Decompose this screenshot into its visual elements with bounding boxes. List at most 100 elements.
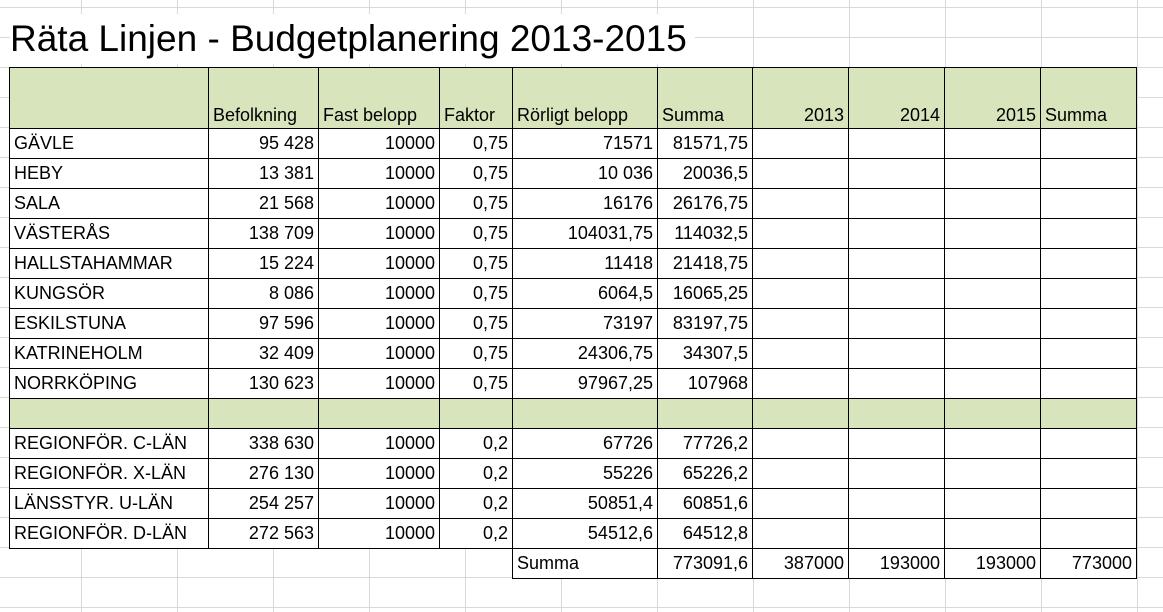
data-cell[interactable]: 10000 <box>318 488 440 519</box>
empty-cell[interactable] <box>752 398 849 429</box>
summary-label[interactable]: Summa <box>512 548 658 579</box>
data-cell[interactable]: 77726,2 <box>657 428 753 459</box>
summary-2015[interactable]: 193000 <box>944 548 1041 579</box>
data-cell[interactable]: 55226 <box>512 458 658 489</box>
data-cell[interactable] <box>752 368 849 399</box>
data-cell[interactable]: 10000 <box>318 128 440 159</box>
data-cell[interactable]: 276 130 <box>208 458 319 489</box>
data-cell[interactable] <box>944 368 1041 399</box>
column-header[interactable]: Faktor <box>439 67 513 129</box>
data-cell[interactable] <box>1040 428 1137 459</box>
row-label-cell[interactable]: VÄSTERÅS <box>9 218 209 249</box>
data-cell[interactable] <box>752 338 849 369</box>
data-cell[interactable] <box>752 248 849 279</box>
data-cell[interactable]: 73197 <box>512 308 658 339</box>
column-header[interactable]: 2013 <box>752 67 849 129</box>
data-cell[interactable]: 34307,5 <box>657 338 753 369</box>
empty-cell[interactable] <box>439 548 513 579</box>
data-cell[interactable]: 0,75 <box>439 248 513 279</box>
data-cell[interactable]: 10000 <box>318 188 440 219</box>
row-label-cell[interactable]: KUNGSÖR <box>9 278 209 309</box>
row-label-cell[interactable]: HEBY <box>9 158 209 189</box>
data-cell[interactable]: 97 596 <box>208 308 319 339</box>
data-cell[interactable] <box>848 158 945 189</box>
data-cell[interactable]: 60851,6 <box>657 488 753 519</box>
row-label-cell[interactable]: REGIONFÖR. X-LÄN <box>9 458 209 489</box>
data-cell[interactable] <box>944 218 1041 249</box>
row-label-cell[interactable]: ESKILSTUNA <box>9 308 209 339</box>
data-cell[interactable] <box>848 518 945 549</box>
empty-cell[interactable] <box>1040 398 1137 429</box>
data-cell[interactable] <box>1040 338 1137 369</box>
data-cell[interactable]: 65226,2 <box>657 458 753 489</box>
data-cell[interactable] <box>848 188 945 219</box>
data-cell[interactable] <box>1040 488 1137 519</box>
data-cell[interactable]: 10000 <box>318 338 440 369</box>
data-cell[interactable]: 64512,8 <box>657 518 753 549</box>
data-cell[interactable] <box>1040 128 1137 159</box>
data-cell[interactable] <box>752 308 849 339</box>
empty-cell[interactable] <box>208 548 319 579</box>
data-cell[interactable]: 16176 <box>512 188 658 219</box>
data-cell[interactable]: 138 709 <box>208 218 319 249</box>
data-cell[interactable] <box>752 488 849 519</box>
data-cell[interactable] <box>848 368 945 399</box>
data-cell[interactable]: 10000 <box>318 518 440 549</box>
data-cell[interactable]: 21418,75 <box>657 248 753 279</box>
data-cell[interactable] <box>752 218 849 249</box>
data-cell[interactable]: 11418 <box>512 248 658 279</box>
data-cell[interactable] <box>1040 368 1137 399</box>
data-cell[interactable] <box>1040 218 1137 249</box>
data-cell[interactable]: 0,2 <box>439 518 513 549</box>
data-cell[interactable]: 21 568 <box>208 188 319 219</box>
data-cell[interactable]: 15 224 <box>208 248 319 279</box>
data-cell[interactable]: 8 086 <box>208 278 319 309</box>
data-cell[interactable]: 107968 <box>657 368 753 399</box>
data-cell[interactable] <box>848 308 945 339</box>
data-cell[interactable] <box>752 428 849 459</box>
data-cell[interactable]: 0,75 <box>439 188 513 219</box>
row-label-cell[interactable]: SALA <box>9 188 209 219</box>
data-cell[interactable]: 97967,25 <box>512 368 658 399</box>
data-cell[interactable]: 10000 <box>318 308 440 339</box>
empty-cell[interactable] <box>848 398 945 429</box>
empty-cell[interactable] <box>318 398 440 429</box>
data-cell[interactable]: 10000 <box>318 428 440 459</box>
data-cell[interactable] <box>944 338 1041 369</box>
data-cell[interactable]: 0,75 <box>439 338 513 369</box>
column-header[interactable]: Fast belopp <box>318 67 440 129</box>
data-cell[interactable]: 81571,75 <box>657 128 753 159</box>
data-cell[interactable]: 0,75 <box>439 308 513 339</box>
column-header[interactable]: Summa <box>1040 67 1137 129</box>
data-cell[interactable] <box>1040 158 1137 189</box>
data-cell[interactable]: 0,2 <box>439 458 513 489</box>
data-cell[interactable]: 114032,5 <box>657 218 753 249</box>
data-cell[interactable] <box>944 128 1041 159</box>
data-cell[interactable] <box>752 158 849 189</box>
data-cell[interactable] <box>1040 278 1137 309</box>
row-label-cell[interactable]: GÄVLE <box>9 128 209 159</box>
row-label-cell[interactable]: LÄNSSTYR. U-LÄN <box>9 488 209 519</box>
data-cell[interactable] <box>848 428 945 459</box>
row-label-cell[interactable]: REGIONFÖR. C-LÄN <box>9 428 209 459</box>
data-cell[interactable]: 0,75 <box>439 128 513 159</box>
empty-cell[interactable] <box>439 398 513 429</box>
data-cell[interactable] <box>752 188 849 219</box>
data-cell[interactable] <box>944 248 1041 279</box>
data-cell[interactable]: 71571 <box>512 128 658 159</box>
column-header[interactable] <box>9 67 209 129</box>
data-cell[interactable]: 24306,75 <box>512 338 658 369</box>
summary-2013[interactable]: 387000 <box>752 548 849 579</box>
empty-cell[interactable] <box>9 548 209 579</box>
data-cell[interactable] <box>1040 188 1137 219</box>
data-cell[interactable] <box>848 278 945 309</box>
data-cell[interactable] <box>752 278 849 309</box>
summary-2014[interactable]: 193000 <box>848 548 945 579</box>
data-cell[interactable] <box>848 338 945 369</box>
data-cell[interactable] <box>1040 518 1137 549</box>
data-cell[interactable] <box>944 458 1041 489</box>
data-cell[interactable]: 16065,25 <box>657 278 753 309</box>
data-cell[interactable] <box>848 128 945 159</box>
data-cell[interactable] <box>848 488 945 519</box>
data-cell[interactable] <box>1040 248 1137 279</box>
